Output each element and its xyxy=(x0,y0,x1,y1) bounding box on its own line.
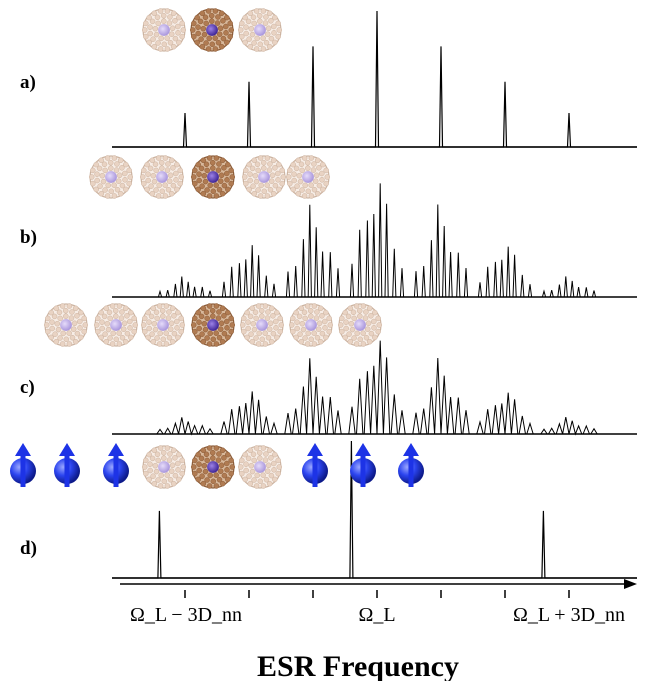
spin-up-icon xyxy=(54,443,80,487)
panel-label-c: c) xyxy=(20,377,35,398)
tick-label-plus3: Ω_L + 3D_nn xyxy=(513,604,625,626)
fullerene-icon xyxy=(285,155,331,199)
spin-up-icon xyxy=(10,443,36,487)
x-axis-title: ESR Frequency xyxy=(257,650,459,681)
spectrum-d-line xyxy=(112,440,637,579)
spin-up-icon xyxy=(398,443,424,487)
endohedral-fullerene-icon xyxy=(189,8,235,52)
molecule-chain-d xyxy=(10,443,424,489)
fullerene-icon xyxy=(141,8,187,52)
panel-label-b: b) xyxy=(20,227,37,248)
spectrum-b-line xyxy=(112,183,637,298)
fullerene-icon xyxy=(239,303,285,347)
molecule-chain-b xyxy=(88,155,331,199)
molecule-chain-a xyxy=(141,8,283,52)
spin-up-icon xyxy=(302,443,328,487)
fullerene-icon xyxy=(43,303,89,347)
fullerene-icon xyxy=(237,8,283,52)
fullerene-icon xyxy=(288,303,334,347)
x-axis-arrowhead xyxy=(624,579,637,589)
spin-up-icon xyxy=(350,443,376,487)
fullerene-icon xyxy=(139,155,185,199)
panel-label-d: d) xyxy=(20,538,37,559)
fullerene-icon xyxy=(237,445,283,489)
fullerene-icon xyxy=(241,155,287,199)
endohedral-fullerene-icon xyxy=(190,445,236,489)
fullerene-icon xyxy=(93,303,139,347)
fullerene-icon xyxy=(140,303,186,347)
endohedral-fullerene-icon xyxy=(190,155,236,199)
tick-label-center: Ω_L xyxy=(358,604,395,626)
spectrum-a-line xyxy=(112,10,637,148)
endohedral-fullerene-icon xyxy=(190,303,236,347)
spin-up-icon xyxy=(103,443,129,487)
fullerene-icon xyxy=(141,445,187,489)
fullerene-icon xyxy=(88,155,134,199)
x-axis-ticks xyxy=(184,590,570,598)
spectrum-c-line xyxy=(112,340,637,436)
molecule-chain-c xyxy=(43,303,383,347)
fullerene-icon xyxy=(337,303,383,347)
panel-label-a: a) xyxy=(20,72,36,93)
tick-label-minus3: Ω_L − 3D_nn xyxy=(130,604,242,626)
